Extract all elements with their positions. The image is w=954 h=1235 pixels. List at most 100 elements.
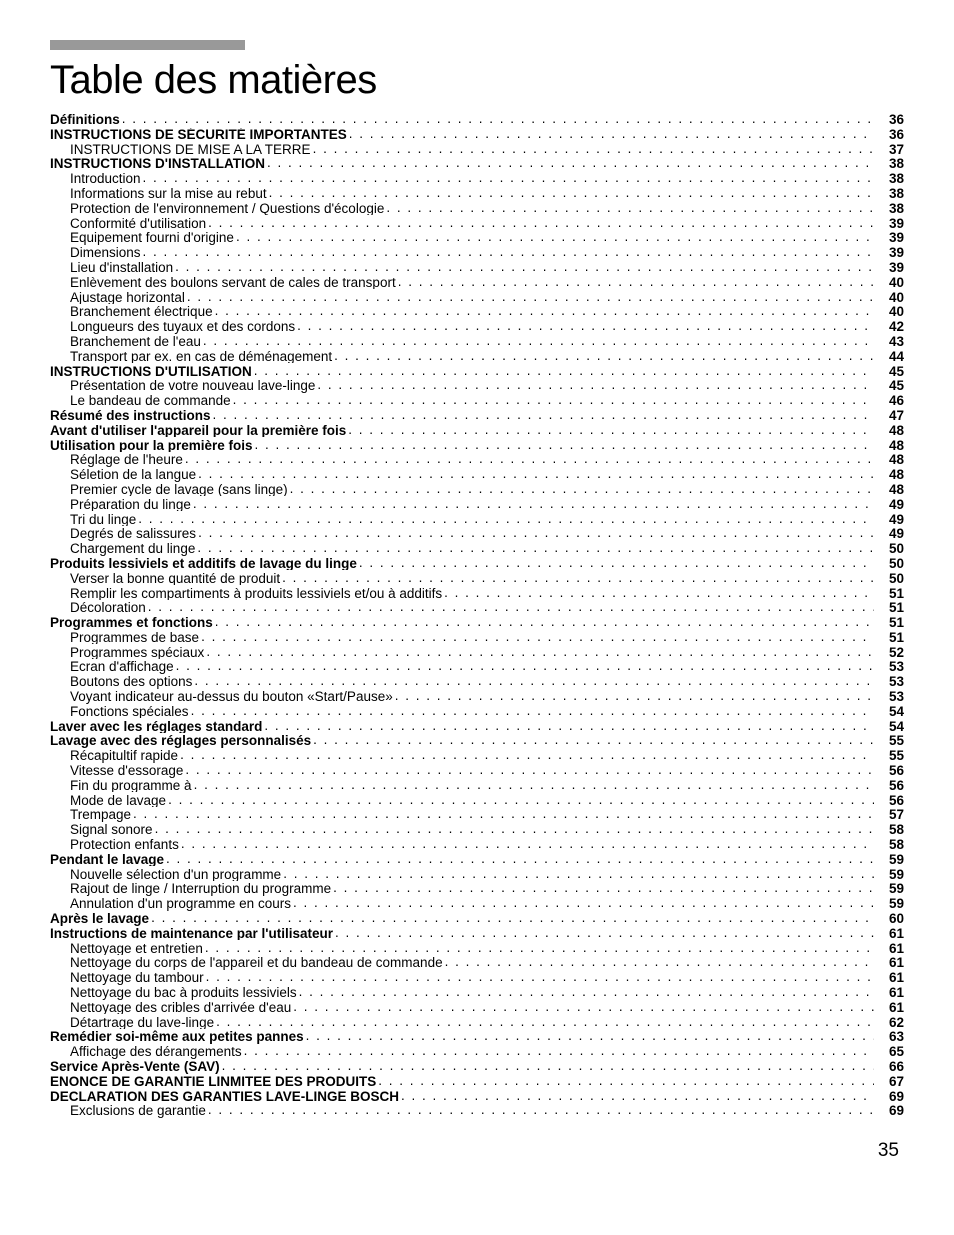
toc-leader-dots: . . . . . . . . . . . . . . . . . . . . … <box>146 601 874 614</box>
toc-entry-page: 49 <box>874 527 904 541</box>
toc-row: Fin du programme à . . . . . . . . . . .… <box>50 779 904 793</box>
toc-entry-page: 58 <box>874 823 904 837</box>
toc-leader-dots: . . . . . . . . . . . . . . . . . . . . … <box>174 660 874 673</box>
toc-leader-dots: . . . . . . . . . . . . . . . . . . . . … <box>214 1016 874 1029</box>
toc-leader-dots: . . . . . . . . . . . . . . . . . . . . … <box>149 912 874 925</box>
toc-entry-page: 40 <box>874 291 904 305</box>
toc-leader-dots: . . . . . . . . . . . . . . . . . . . . … <box>211 409 874 422</box>
toc-entry-label: Fonctions spéciales <box>70 705 189 719</box>
toc-leader-dots: . . . . . . . . . . . . . . . . . . . . … <box>164 853 874 866</box>
toc-leader-dots: . . . . . . . . . . . . . . . . . . . . … <box>120 113 874 126</box>
toc-entry-page: 49 <box>874 513 904 527</box>
toc-entry-page: 40 <box>874 305 904 319</box>
toc-entry-page: 61 <box>874 1001 904 1015</box>
toc-leader-dots: . . . . . . . . . . . . . . . . . . . . … <box>195 542 874 555</box>
toc-entry-label: Service Après-Vente (SAV) <box>50 1060 220 1074</box>
toc-row: Avant d'utiliser l'appareil pour la prem… <box>50 424 904 438</box>
toc-leader-dots: . . . . . . . . . . . . . . . . . . . . … <box>280 572 874 585</box>
toc-leader-dots: . . . . . . . . . . . . . . . . . . . . … <box>443 956 874 969</box>
toc-row: Fonctions spéciales . . . . . . . . . . … <box>50 705 904 719</box>
toc-leader-dots: . . . . . . . . . . . . . . . . . . . . … <box>231 394 874 407</box>
toc-entry-page: 56 <box>874 779 904 793</box>
toc-entry-label: Avant d'utiliser l'appareil pour la prem… <box>50 424 346 438</box>
toc-entry-page: 63 <box>874 1030 904 1044</box>
toc-entry-page: 48 <box>874 424 904 438</box>
toc-entry-label: Produits lessiviels et additifs de lavag… <box>50 557 357 571</box>
toc-entry-page: 59 <box>874 853 904 867</box>
toc-entry-label: Pendant le lavage <box>50 853 164 867</box>
toc-leader-dots: . . . . . . . . . . . . . . . . . . . . … <box>192 779 874 792</box>
toc-row: Service Après-Vente (SAV) . . . . . . . … <box>50 1060 904 1074</box>
toc-leader-dots: . . . . . . . . . . . . . . . . . . . . … <box>131 808 874 821</box>
toc-entry-page: 51 <box>874 587 904 601</box>
toc-row: Le bandeau de commande . . . . . . . . .… <box>50 394 904 408</box>
toc-entry-label: INSTRUCTIONS DE MISE A LA TERRE <box>70 143 311 157</box>
toc-entry-page: 55 <box>874 749 904 763</box>
toc-entry-page: 53 <box>874 675 904 689</box>
toc-entry-label: INSTRUCTIONS D'UTILISATION <box>50 365 252 379</box>
toc-entry-label: Tri du linge <box>70 513 136 527</box>
toc-entry-label: Nettoyage des cribles d'arrivée d'eau <box>70 1001 291 1015</box>
toc-entry-label: ENONCE DE GARANTIE LINMITEE DES PRODUITS <box>50 1075 376 1089</box>
toc-entry-label: Branchement de l'eau <box>70 335 201 349</box>
toc-entry-page: 45 <box>874 379 904 393</box>
toc-leader-dots: . . . . . . . . . . . . . . . . . . . . … <box>199 631 874 644</box>
toc-row: INSTRUCTIONS D'UTILISATION . . . . . . .… <box>50 365 904 379</box>
toc-entry-page: 67 <box>874 1075 904 1089</box>
toc-leader-dots: . . . . . . . . . . . . . . . . . . . . … <box>253 439 874 452</box>
toc-entry-label: Rajout de linge / Interruption du progra… <box>70 882 331 896</box>
toc-entry-label: Le bandeau de commande <box>70 394 231 408</box>
toc-entry-label: Enlèvement des boulons servant de cales … <box>70 276 396 290</box>
toc-leader-dots: . . . . . . . . . . . . . . . . . . . . … <box>213 305 874 318</box>
toc-row: Programmes de base . . . . . . . . . . .… <box>50 631 904 645</box>
toc-entry-page: 56 <box>874 764 904 778</box>
toc-entry-page: 52 <box>874 646 904 660</box>
toc-leader-dots: . . . . . . . . . . . . . . . . . . . . … <box>196 527 874 540</box>
toc-entry-page: 37 <box>874 143 904 157</box>
toc-row: INSTRUCTIONS DE SÉCURITÉ IMPORTANTES . .… <box>50 128 904 142</box>
toc-entry-page: 51 <box>874 616 904 630</box>
toc-row: Instructions de maintenance par l'utilis… <box>50 927 904 941</box>
toc-row: Nettoyage du tambour . . . . . . . . . .… <box>50 971 904 985</box>
toc-leader-dots: . . . . . . . . . . . . . . . . . . . . … <box>347 128 874 141</box>
toc-row: Signal sonore . . . . . . . . . . . . . … <box>50 823 904 837</box>
toc-entry-page: 69 <box>874 1090 904 1104</box>
toc-entry-page: 53 <box>874 660 904 674</box>
toc-entry-page: 61 <box>874 986 904 1000</box>
toc-row: Protection enfants . . . . . . . . . . .… <box>50 838 904 852</box>
toc-entry-page: 65 <box>874 1045 904 1059</box>
toc-entry-page: 42 <box>874 320 904 334</box>
toc-entry-page: 56 <box>874 794 904 808</box>
toc-leader-dots: . . . . . . . . . . . . . . . . . . . . … <box>201 335 874 348</box>
toc-entry-label: Laver avec les réglages standard <box>50 720 262 734</box>
page-title: Table des matières <box>50 58 904 103</box>
toc-entry-label: Nouvelle sélection d'un programme <box>70 868 281 882</box>
toc-row: Après le lavage . . . . . . . . . . . . … <box>50 912 904 926</box>
toc-entry-page: 55 <box>874 734 904 748</box>
toc-row: Protection de l'environnement / Question… <box>50 202 904 216</box>
toc-row: Présentation de votre nouveau lave-linge… <box>50 379 904 393</box>
toc-entry-page: 51 <box>874 631 904 645</box>
toc-leader-dots: . . . . . . . . . . . . . . . . . . . . … <box>333 927 874 940</box>
toc-entry-page: 61 <box>874 971 904 985</box>
page-number: 35 <box>50 1140 904 1162</box>
toc-leader-dots: . . . . . . . . . . . . . . . . . . . . … <box>331 882 874 895</box>
toc-entry-label: INSTRUCTIONS DE SÉCURITÉ IMPORTANTES <box>50 128 347 142</box>
toc-entry-page: 48 <box>874 483 904 497</box>
toc-leader-dots: . . . . . . . . . . . . . . . . . . . . … <box>141 246 874 259</box>
toc-entry-page: 44 <box>874 350 904 364</box>
toc-leader-dots: . . . . . . . . . . . . . . . . . . . . … <box>213 616 874 629</box>
toc-entry-label: Lieu d'installation <box>70 261 173 275</box>
toc-row: Programmes spéciaux . . . . . . . . . . … <box>50 646 904 660</box>
toc-entry-label: Préparation du linge <box>70 498 191 512</box>
toc-leader-dots: . . . . . . . . . . . . . . . . . . . . … <box>291 1001 874 1014</box>
toc-leader-dots: . . . . . . . . . . . . . . . . . . . . … <box>242 1045 874 1058</box>
toc-row: Lieu d'installation . . . . . . . . . . … <box>50 261 904 275</box>
toc-entry-page: 66 <box>874 1060 904 1074</box>
toc-entry-label: Voyant indicateur au-dessus du bouton «S… <box>70 690 393 704</box>
toc-row: Mode de lavage . . . . . . . . . . . . .… <box>50 794 904 808</box>
toc-entry-label: Remédier soi-même aux petites pannes <box>50 1030 304 1044</box>
toc-row: Remédier soi-même aux petites pannes . .… <box>50 1030 904 1044</box>
toc-row: Branchement électrique . . . . . . . . .… <box>50 305 904 319</box>
toc-leader-dots: . . . . . . . . . . . . . . . . . . . . … <box>291 897 874 910</box>
